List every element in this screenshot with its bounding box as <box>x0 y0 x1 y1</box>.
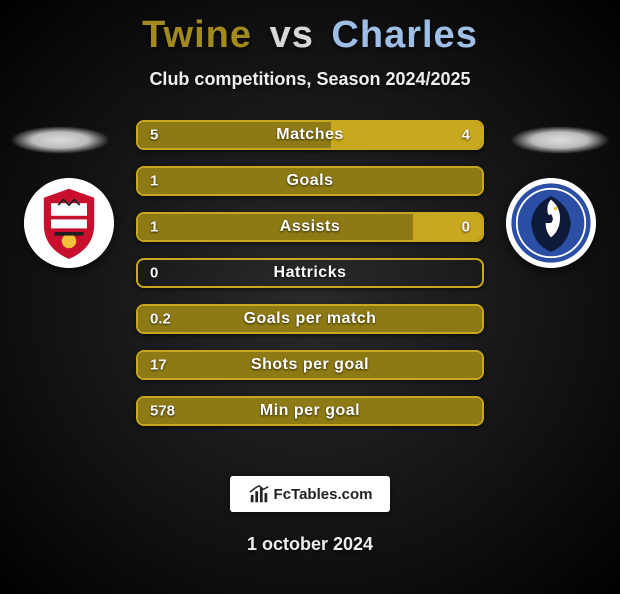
wednesday-crest-icon <box>506 178 596 268</box>
stat-value-left: 5 <box>150 127 158 144</box>
stat-label: Min per goal <box>260 402 360 420</box>
stat-row: 578 Min per goal <box>136 396 484 426</box>
stat-fill-left <box>138 214 413 240</box>
bristol-crest-icon <box>24 178 114 268</box>
stat-row: 0 Hattricks <box>136 258 484 288</box>
stat-value-right: 0 <box>462 219 470 236</box>
stat-fill-right <box>331 122 482 148</box>
stat-fill-right <box>413 214 482 240</box>
stat-label: Matches <box>276 126 344 144</box>
crest-shadow-right <box>510 126 610 154</box>
crest-shadow-left <box>10 126 110 154</box>
stat-label: Hattricks <box>274 264 347 282</box>
branding-text: FcTables.com <box>274 486 373 503</box>
date-text: 1 october 2024 <box>0 534 620 555</box>
stat-label: Assists <box>280 218 340 236</box>
comparison-title: Twine vs Charles <box>0 14 620 57</box>
stat-bars: 5 Matches 4 1 Goals 1 Assists 0 0 Hattricks 0.2 Goa… <box>136 120 484 442</box>
vs-text: vs <box>270 14 314 56</box>
stat-label: Goals <box>287 172 334 190</box>
stat-value-left: 578 <box>150 403 175 420</box>
stat-value-left: 0.2 <box>150 311 171 328</box>
stat-label: Goals per match <box>244 310 377 328</box>
team-crest-left <box>24 178 114 268</box>
stat-row: 5 Matches 4 <box>136 120 484 150</box>
stat-row: 0.2 Goals per match <box>136 304 484 334</box>
stats-arena: 5 Matches 4 1 Goals 1 Assists 0 0 Hattricks 0.2 Goa… <box>0 120 620 450</box>
stat-value-left: 0 <box>150 265 158 282</box>
stat-value-left: 17 <box>150 357 167 374</box>
team-crest-right <box>506 178 596 268</box>
player1-name: Twine <box>142 14 252 56</box>
branding-box: FcTables.com <box>230 476 390 512</box>
stat-row: 17 Shots per goal <box>136 350 484 380</box>
stat-row: 1 Goals <box>136 166 484 196</box>
chart-icon <box>248 483 270 505</box>
player2-name: Charles <box>331 14 477 56</box>
subtitle: Club competitions, Season 2024/2025 <box>0 69 620 90</box>
stat-value-left: 1 <box>150 173 158 190</box>
stat-value-right: 4 <box>462 127 470 144</box>
stat-row: 1 Assists 0 <box>136 212 484 242</box>
stat-value-left: 1 <box>150 219 158 236</box>
stat-label: Shots per goal <box>251 356 369 374</box>
